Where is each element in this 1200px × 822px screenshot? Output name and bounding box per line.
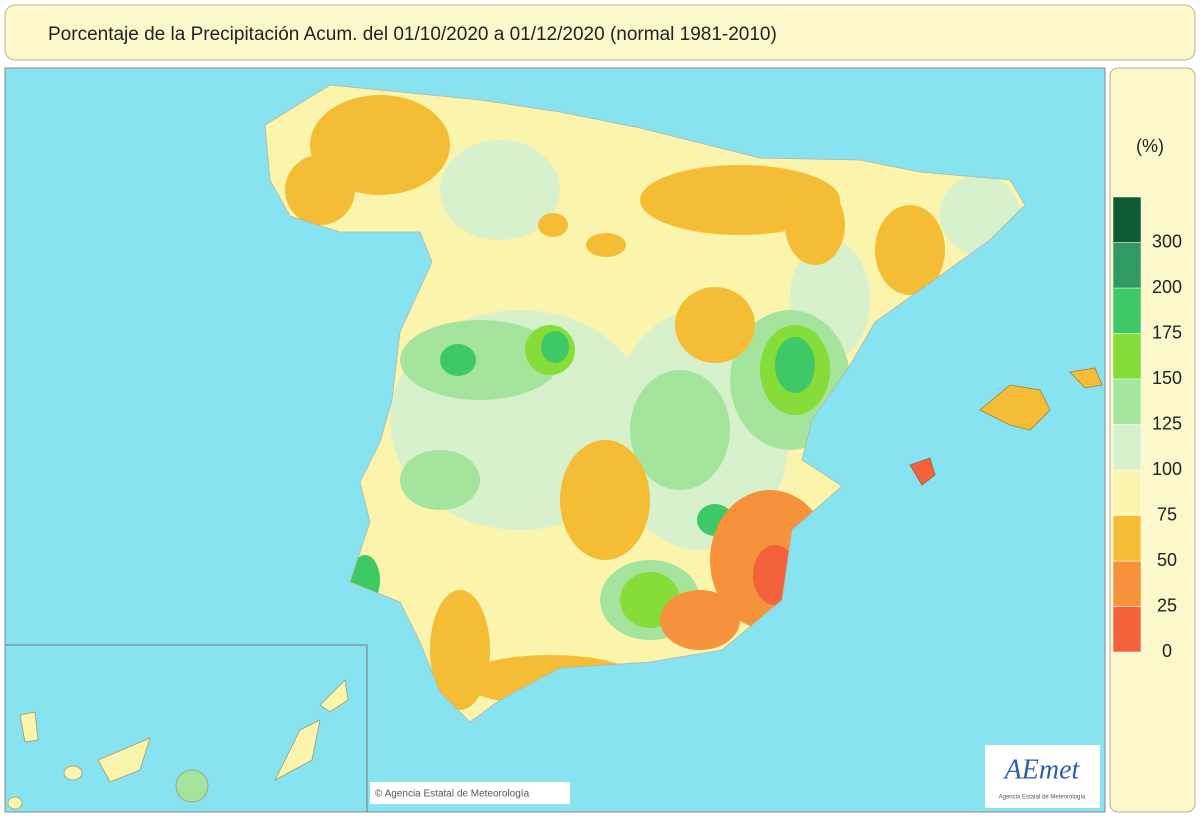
legend-unit: (%) [1136,136,1164,156]
color-swatch [1112,378,1142,425]
logo-caption: Agencia Estatal de Meteorología [999,795,1086,801]
legend-tick-label: 100 [1152,459,1182,479]
canary-islands [7,679,349,810]
legend-tick-label: 125 [1152,413,1182,433]
coastline [264,84,1026,723]
legend-tick-label: 25 [1157,595,1177,615]
color-swatch [1112,560,1142,607]
legend-tick-label: 150 [1152,368,1182,388]
copyright: © Agencia Estatal de Meteorología [375,789,530,800]
title: Porcentaje de la Precipitación Acum. del… [48,24,777,45]
color-swatch [1112,469,1142,516]
copyright-box [370,782,570,804]
legend-tick-label: 300 [1152,231,1182,251]
color-swatch [1112,606,1142,653]
menorca [1069,367,1103,389]
inset-frame [5,644,368,812]
legend-tick-label: 175 [1152,322,1182,342]
logo-box [985,745,1100,808]
color-swatch [1112,287,1142,334]
legend-tick-label: 75 [1157,504,1177,524]
color-swatch [1112,515,1142,562]
color-swatch [1112,242,1142,289]
color-swatch [1112,424,1142,471]
mallorca [979,384,1051,431]
legend-tick-label: 50 [1157,550,1177,570]
legend-tick-label: 0 [1162,641,1172,661]
legend: 0 25 50 75 100 125 150 175 200 300 [1112,196,1182,661]
ibiza [909,457,936,486]
color-swatch [1112,333,1142,380]
title-box [4,4,1196,61]
logo: AEmet [1003,754,1081,785]
color-swatch [1112,196,1142,243]
legend-tick-label: 200 [1152,277,1182,297]
